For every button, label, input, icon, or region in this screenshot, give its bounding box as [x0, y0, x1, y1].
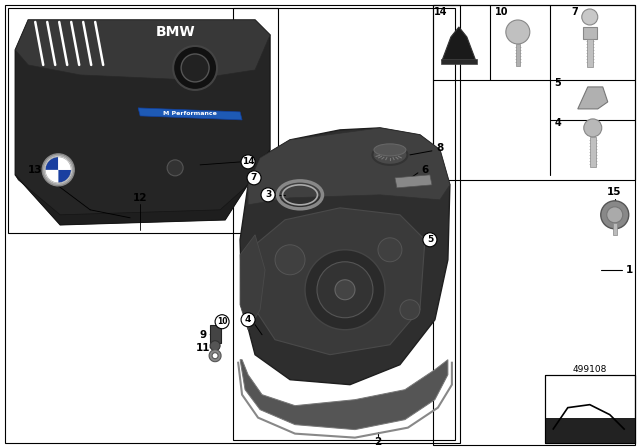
Bar	[433, 5, 635, 444]
Polygon shape	[442, 27, 476, 61]
Text: 6: 6	[421, 165, 429, 175]
Ellipse shape	[374, 144, 406, 156]
Polygon shape	[240, 128, 450, 385]
Bar	[210, 325, 221, 343]
Polygon shape	[15, 150, 270, 225]
Circle shape	[210, 341, 220, 351]
Polygon shape	[240, 235, 265, 330]
Bar	[545, 375, 635, 443]
Text: 8: 8	[436, 143, 444, 153]
Wedge shape	[58, 157, 71, 170]
Circle shape	[167, 160, 183, 176]
Circle shape	[275, 245, 305, 275]
Polygon shape	[252, 208, 425, 355]
Circle shape	[607, 207, 623, 223]
Circle shape	[582, 9, 598, 25]
Polygon shape	[240, 360, 448, 430]
Circle shape	[335, 280, 355, 300]
Text: 10: 10	[217, 317, 227, 326]
Bar	[612, 223, 617, 235]
Circle shape	[247, 171, 261, 185]
Circle shape	[181, 54, 209, 82]
Circle shape	[42, 154, 74, 186]
Circle shape	[601, 201, 628, 229]
Text: 13: 13	[28, 165, 42, 175]
Bar	[545, 375, 635, 443]
Bar	[590, 137, 596, 167]
Text: 7: 7	[251, 173, 257, 182]
Text: 4: 4	[245, 315, 252, 324]
Text: 499108: 499108	[573, 365, 607, 374]
Circle shape	[44, 156, 72, 184]
Bar	[545, 418, 635, 443]
Ellipse shape	[372, 145, 408, 165]
Circle shape	[305, 250, 385, 330]
Circle shape	[261, 188, 275, 202]
Bar	[8, 8, 278, 233]
Bar	[433, 5, 635, 180]
Text: 1: 1	[626, 265, 634, 275]
Text: 3: 3	[265, 190, 271, 199]
Circle shape	[241, 155, 255, 169]
Polygon shape	[15, 20, 270, 80]
Circle shape	[215, 315, 229, 329]
Circle shape	[506, 20, 530, 44]
Polygon shape	[15, 20, 270, 225]
Bar	[5, 5, 460, 443]
Bar	[441, 59, 477, 64]
Text: 12: 12	[133, 193, 147, 203]
Text: 5: 5	[554, 78, 561, 88]
Bar	[516, 44, 520, 66]
Circle shape	[584, 119, 602, 137]
Text: M Performance: M Performance	[163, 112, 217, 116]
Circle shape	[423, 233, 437, 247]
Circle shape	[378, 238, 402, 262]
Polygon shape	[248, 128, 450, 205]
Polygon shape	[395, 175, 432, 188]
Text: 2: 2	[374, 437, 381, 447]
Text: 9: 9	[200, 330, 207, 340]
Circle shape	[241, 313, 255, 327]
Text: 15: 15	[607, 187, 621, 197]
Polygon shape	[138, 108, 242, 120]
Wedge shape	[58, 170, 71, 183]
Text: BMW: BMW	[156, 25, 195, 39]
Text: 11: 11	[196, 343, 211, 353]
Text: 4: 4	[554, 118, 561, 128]
Text: 10: 10	[495, 7, 509, 17]
Polygon shape	[578, 87, 608, 109]
Bar	[583, 27, 596, 39]
Bar	[587, 39, 593, 67]
Wedge shape	[45, 170, 58, 183]
Text: 7: 7	[572, 7, 578, 17]
Circle shape	[173, 46, 217, 90]
Text: 14: 14	[242, 157, 254, 166]
Text: 14: 14	[434, 7, 447, 17]
Wedge shape	[45, 157, 58, 170]
Circle shape	[317, 262, 373, 318]
Text: 5: 5	[427, 235, 433, 244]
Circle shape	[400, 300, 420, 320]
Bar	[233, 8, 455, 439]
